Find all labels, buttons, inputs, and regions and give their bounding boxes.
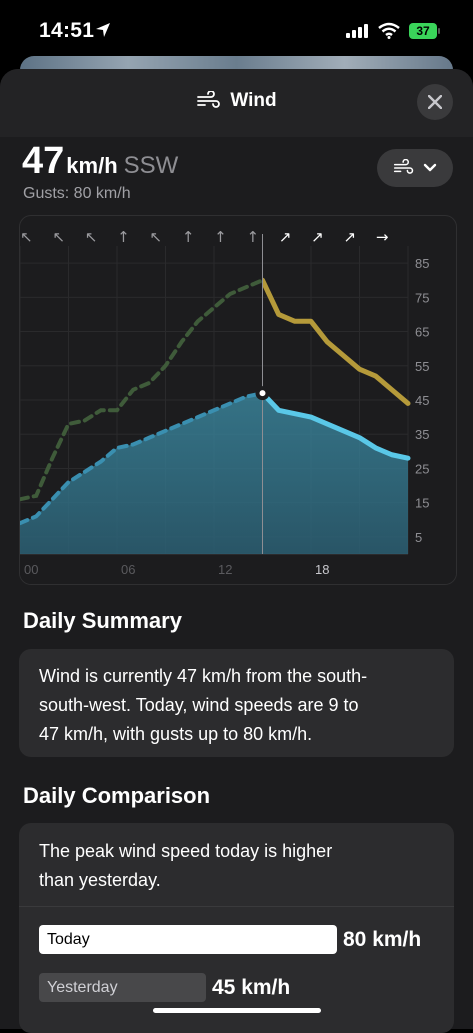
location-arrow-icon <box>96 23 110 37</box>
y-tick-label: 35 <box>415 427 429 442</box>
wind-direction-arrow: ↗ <box>279 228 292 246</box>
comparison-line: The peak wind speed today is higher <box>39 841 333 861</box>
wind-direction-arrow: ↑ <box>117 228 130 246</box>
wind-direction-arrow: ↖ <box>53 228 66 246</box>
x-tick-label: 00 <box>24 562 38 577</box>
now-marker <box>259 390 266 397</box>
daily-summary-text: Wind is currently 47 km/h from the south… <box>39 662 367 749</box>
summary-line: Wind is currently 47 km/h from the south… <box>39 666 368 686</box>
wind-line-future <box>262 390 411 461</box>
comparison-text: The peak wind speed today is higher than… <box>39 837 332 895</box>
x-tick-label: 18 <box>315 562 329 577</box>
yesterday-value: 45 km/h <box>212 976 291 999</box>
daily-summary-card: Wind is currently 47 km/h from the south… <box>19 649 454 757</box>
status-bar: 14:51 37 <box>0 0 473 62</box>
y-tick-label: 85 <box>415 256 429 271</box>
wind-area <box>20 393 408 554</box>
summary-line: south-west. Today, wind speeds are 9 to <box>39 695 359 715</box>
x-tick-label: 06 <box>121 562 135 577</box>
y-tick-label: 65 <box>415 325 429 340</box>
gusts-text: Gusts: 80 km/h <box>23 185 131 202</box>
summary-line: 47 km/h, with gusts up to 80 km/h. <box>39 724 313 744</box>
metric-picker-button[interactable] <box>377 149 453 187</box>
wind-direction-arrow: ↗ <box>344 228 357 246</box>
yesterday-bar <box>39 973 206 1002</box>
wind-direction-arrow: ↗ <box>311 228 324 246</box>
wind-direction-arrow: ↖ <box>85 228 98 246</box>
wind-speed-value: 47 <box>22 140 65 182</box>
comparison-line: than yesterday. <box>39 870 161 890</box>
y-tick-label: 55 <box>415 359 429 374</box>
y-tick-label: 15 <box>415 496 429 511</box>
y-tick-label: 25 <box>415 461 429 476</box>
wind-direction-arrow: ↖ <box>150 228 163 246</box>
x-axis-band <box>20 554 456 584</box>
y-tick-label: 5 <box>415 530 422 545</box>
battery-indicator: 37 <box>409 23 437 39</box>
y-tick-label: 45 <box>415 393 429 408</box>
wind-direction-arrow: ↑ <box>247 228 260 246</box>
status-time: 14:51 <box>39 19 95 42</box>
wind-line-past <box>20 391 263 526</box>
x-tick-label: 12 <box>218 562 232 577</box>
wifi-icon <box>378 22 400 39</box>
sheet-title: Wind <box>230 90 277 111</box>
close-button[interactable] <box>417 84 453 120</box>
wind-direction-arrow: ↑ <box>182 228 195 246</box>
gust-line-past <box>20 278 263 502</box>
wind-direction: SSW <box>123 152 179 179</box>
sheet-title-group: Wind <box>0 90 473 112</box>
close-icon <box>428 95 442 109</box>
wind-icon <box>393 159 414 174</box>
wind-direction-arrow: → <box>376 228 389 246</box>
today-bar <box>39 925 337 954</box>
wind-chart-svg: 85 75 65 55 45 35 25 15 5 00 06 12 18 ↖ ↖ ↖ ↑ ↖ ↑ ↑ ↑ ↗ ↗ ↗ → <box>20 228 456 584</box>
yesterday-label: Yesterday <box>47 979 118 996</box>
daily-summary-title: Daily Summary <box>23 608 182 633</box>
daily-comparison-title: Daily Comparison <box>23 783 211 808</box>
sheet-header <box>0 69 473 137</box>
chevron-down-icon <box>423 163 437 172</box>
cellular-signal-icon <box>346 24 368 38</box>
comparison-divider <box>19 906 454 907</box>
wind-chart[interactable]: 85 75 65 55 45 35 25 15 5 00 06 12 18 ↖ ↖ ↖ ↑ ↖ ↑ ↑ ↑ ↗ ↗ ↗ → <box>19 215 457 585</box>
home-indicator[interactable] <box>153 1008 321 1013</box>
battery-cap <box>438 28 440 34</box>
gust-line-future <box>262 277 411 406</box>
current-wind: 47 km/h SSW <box>22 140 178 183</box>
wind-icon <box>197 91 221 108</box>
wind-speed-unit: km/h <box>66 153 118 178</box>
y-tick-label: 75 <box>415 290 429 305</box>
wind-direction-arrow: ↑ <box>214 228 227 246</box>
wind-direction-arrow: ↖ <box>20 228 33 246</box>
today-value: 80 km/h <box>343 928 422 951</box>
today-label: Today <box>47 931 90 948</box>
battery-level: 37 <box>416 24 430 38</box>
